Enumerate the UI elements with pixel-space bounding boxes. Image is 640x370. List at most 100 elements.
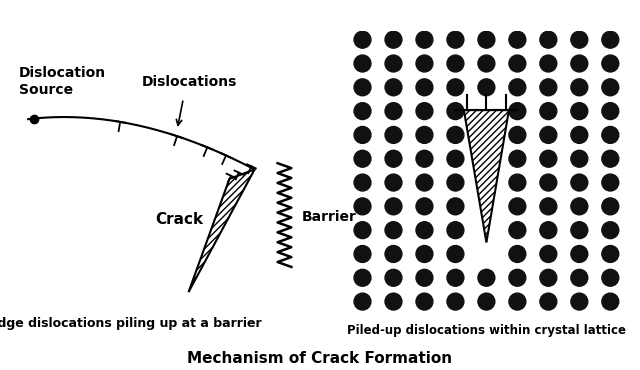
Circle shape (571, 293, 588, 310)
Circle shape (447, 198, 464, 215)
Circle shape (571, 174, 588, 191)
Circle shape (540, 246, 557, 262)
Circle shape (354, 293, 371, 310)
Circle shape (354, 222, 371, 239)
Circle shape (385, 198, 402, 215)
Circle shape (354, 150, 371, 167)
Circle shape (571, 222, 588, 239)
Circle shape (416, 55, 433, 72)
Circle shape (540, 127, 557, 144)
Circle shape (509, 79, 526, 96)
Circle shape (385, 127, 402, 144)
Circle shape (416, 246, 433, 262)
Circle shape (571, 246, 588, 262)
Circle shape (540, 222, 557, 239)
Circle shape (447, 31, 464, 48)
Circle shape (447, 246, 464, 262)
Text: Barrier: Barrier (301, 210, 356, 223)
Polygon shape (189, 169, 255, 292)
Circle shape (509, 31, 526, 48)
Circle shape (602, 102, 619, 120)
Circle shape (509, 198, 526, 215)
Circle shape (509, 150, 526, 167)
Circle shape (571, 31, 588, 48)
Circle shape (354, 269, 371, 286)
Circle shape (540, 55, 557, 72)
Circle shape (385, 55, 402, 72)
Circle shape (602, 174, 619, 191)
Circle shape (385, 293, 402, 310)
Circle shape (602, 79, 619, 96)
Circle shape (602, 222, 619, 239)
Circle shape (509, 55, 526, 72)
Circle shape (447, 79, 464, 96)
Circle shape (571, 79, 588, 96)
Text: Piled-up dislocations within crystal lattice: Piled-up dislocations within crystal lat… (347, 324, 626, 337)
Circle shape (354, 79, 371, 96)
Circle shape (478, 55, 495, 72)
Circle shape (602, 150, 619, 167)
Circle shape (354, 127, 371, 144)
Circle shape (447, 174, 464, 191)
Circle shape (416, 198, 433, 215)
Circle shape (478, 31, 495, 48)
Text: Dislocations: Dislocations (142, 75, 237, 89)
Circle shape (540, 269, 557, 286)
Circle shape (447, 150, 464, 167)
Circle shape (602, 198, 619, 215)
Circle shape (571, 198, 588, 215)
Circle shape (602, 55, 619, 72)
Circle shape (354, 55, 371, 72)
Text: Crack: Crack (155, 212, 203, 227)
Circle shape (540, 102, 557, 120)
Circle shape (571, 269, 588, 286)
Circle shape (416, 174, 433, 191)
Circle shape (416, 222, 433, 239)
Circle shape (509, 293, 526, 310)
Circle shape (571, 102, 588, 120)
Circle shape (540, 174, 557, 191)
Circle shape (385, 246, 402, 262)
Circle shape (540, 198, 557, 215)
Circle shape (447, 127, 464, 144)
Circle shape (571, 127, 588, 144)
Circle shape (509, 269, 526, 286)
Circle shape (416, 102, 433, 120)
Circle shape (447, 55, 464, 72)
Circle shape (447, 293, 464, 310)
Circle shape (509, 174, 526, 191)
Circle shape (416, 31, 433, 48)
Circle shape (478, 293, 495, 310)
Circle shape (354, 198, 371, 215)
Circle shape (416, 150, 433, 167)
Circle shape (509, 246, 526, 262)
Circle shape (354, 174, 371, 191)
Polygon shape (464, 110, 509, 242)
Circle shape (509, 102, 526, 120)
Circle shape (447, 102, 464, 120)
Circle shape (602, 293, 619, 310)
Circle shape (416, 79, 433, 96)
Circle shape (602, 127, 619, 144)
Circle shape (509, 127, 526, 144)
Circle shape (540, 150, 557, 167)
Circle shape (447, 269, 464, 286)
Circle shape (354, 246, 371, 262)
Text: Edge dislocations piling up at a barrier: Edge dislocations piling up at a barrier (0, 317, 262, 330)
Circle shape (354, 31, 371, 48)
Circle shape (540, 79, 557, 96)
Text: Dislocation
Source: Dislocation Source (19, 66, 106, 97)
Circle shape (571, 55, 588, 72)
Circle shape (571, 150, 588, 167)
Circle shape (385, 222, 402, 239)
Circle shape (478, 269, 495, 286)
Circle shape (385, 102, 402, 120)
Text: Mechanism of Crack Formation: Mechanism of Crack Formation (188, 351, 452, 366)
Circle shape (540, 31, 557, 48)
Circle shape (447, 222, 464, 239)
Circle shape (478, 79, 495, 96)
Circle shape (416, 127, 433, 144)
Circle shape (540, 293, 557, 310)
Circle shape (385, 269, 402, 286)
Circle shape (385, 150, 402, 167)
